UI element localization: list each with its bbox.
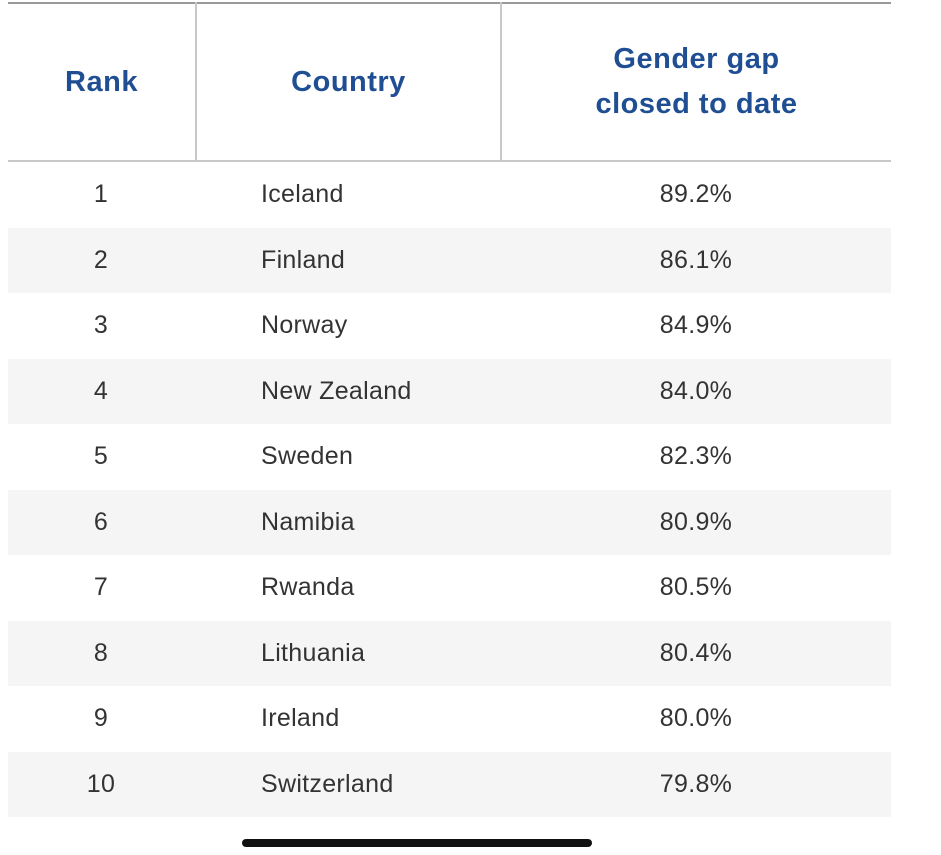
rank-cell: 9 — [93, 704, 109, 733]
country-cell: Norway — [261, 311, 348, 340]
table-row: 8 Lithuania 80.4% — [8, 620, 891, 686]
country-cell: Ireland — [261, 704, 340, 733]
table-row: 2 Finland 86.1% — [8, 227, 891, 293]
gap-cell: 80.4% — [501, 620, 891, 686]
rank-cell: 4 — [8, 358, 196, 424]
gender-gap-ranking-table: Rank Country Gender gap closed to date 1… — [8, 2, 891, 817]
home-indicator-bar[interactable] — [242, 839, 592, 847]
country-cell: Finland — [196, 227, 501, 293]
table-row: 3 Norway 84.9% — [8, 293, 891, 359]
rank-cell: 6 — [8, 489, 196, 555]
gap-cell: 79.8% — [501, 751, 891, 817]
country-cell: Namibia — [196, 489, 501, 555]
table-row: 1 Iceland 89.2% — [8, 161, 891, 228]
gap-cell: 86.1% — [501, 227, 891, 293]
country-cell: Sweden — [261, 442, 354, 471]
table-row: 6 Namibia 80.9% — [8, 489, 891, 555]
rank-cell: 8 — [8, 620, 196, 686]
gap-cell: 80.5% — [659, 573, 733, 602]
table-row: 7 Rwanda 80.5% — [8, 555, 891, 621]
table-body: 1 Iceland 89.2% 2 Finland 86.1% 3 Norway… — [8, 161, 891, 817]
header-gender-gap-line2: closed to date — [595, 88, 798, 120]
country-cell: Switzerland — [196, 751, 501, 817]
country-cell: New Zealand — [196, 358, 501, 424]
table-row: 4 New Zealand 84.0% — [8, 358, 891, 424]
gap-cell: 84.0% — [501, 358, 891, 424]
table-row: 9 Ireland 80.0% — [8, 686, 891, 752]
country-cell: Iceland — [261, 180, 344, 209]
header-row: Rank Country Gender gap closed to date — [8, 2, 891, 162]
rank-cell: 10 — [8, 751, 196, 817]
table-header: Rank Country Gender gap closed to date — [8, 2, 891, 162]
table-row: 10 Switzerland 79.8% — [8, 751, 891, 817]
country-cell: Lithuania — [196, 620, 501, 686]
gap-cell: 89.2% — [659, 180, 733, 209]
gap-cell: 84.9% — [659, 311, 733, 340]
header-country: Country — [196, 2, 502, 162]
header-rank: Rank — [8, 2, 197, 162]
rank-cell: 5 — [93, 442, 109, 471]
country-cell: Rwanda — [261, 573, 355, 602]
gap-cell: 82.3% — [659, 442, 733, 471]
rank-cell: 3 — [93, 311, 109, 340]
rank-cell: 2 — [8, 227, 196, 293]
gap-cell: 80.0% — [659, 704, 733, 733]
rank-cell: 7 — [93, 573, 109, 602]
gap-cell: 80.9% — [501, 489, 891, 555]
ranking-table-container: Rank Country Gender gap closed to date 1… — [8, 2, 891, 817]
header-gender-gap: Gender gap closed to date — [501, 2, 891, 162]
table-row: 5 Sweden 82.3% — [8, 424, 891, 490]
header-gender-gap-line1: Gender gap — [613, 43, 780, 75]
rank-cell: 1 — [93, 180, 109, 209]
